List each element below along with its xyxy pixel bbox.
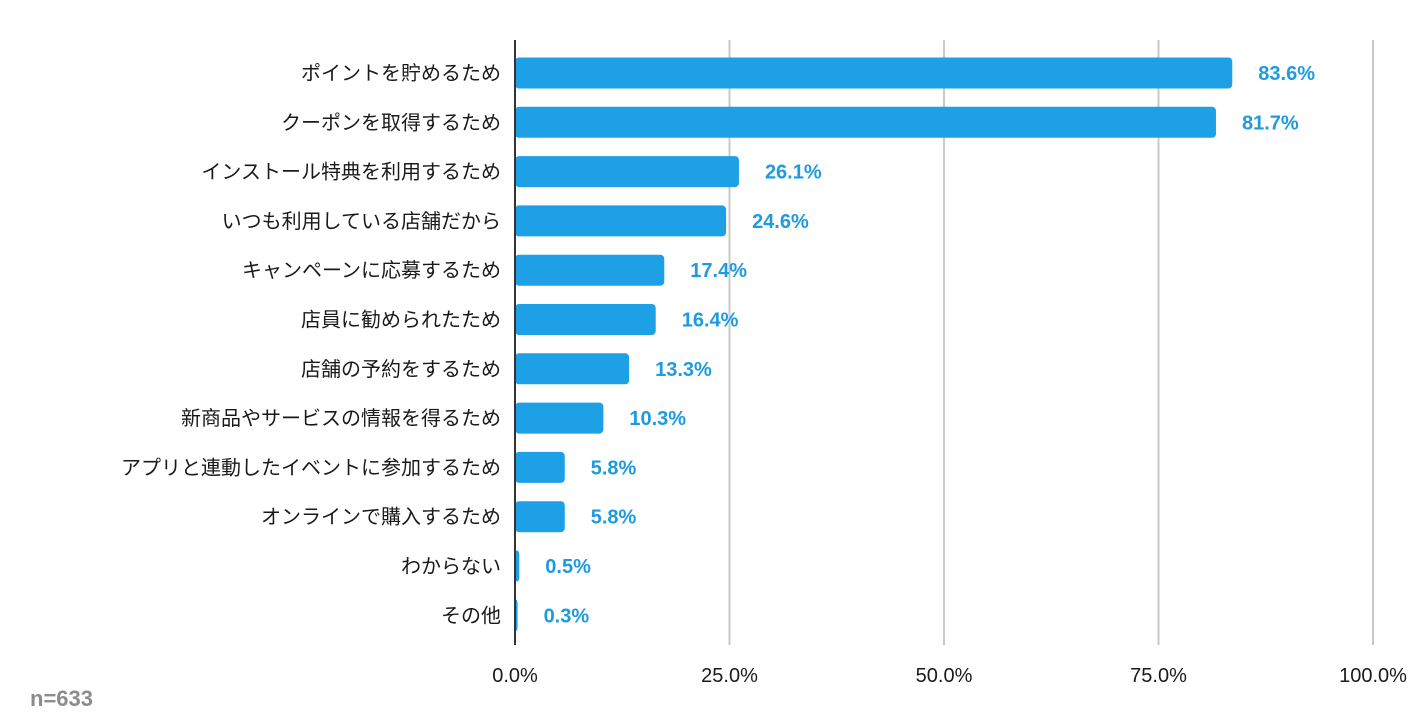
value-label-2: 26.1% [765,162,822,184]
category-label-5: 店員に勧められたため [301,308,501,332]
bar-4 [515,254,665,286]
value-labels: 83.6% 81.7% 26.1% 24.6% 17.4% 16.4% 13.3% 10.3%… [544,63,1316,627]
value-label-5: 16.4% [682,310,739,332]
value-label-9: 5.8% [591,507,637,529]
sample-size-note: n=633 [30,686,93,711]
value-label-6: 13.3% [655,359,712,381]
bar-3 [515,205,727,237]
category-label-3: いつも利用している店舗だから [222,209,501,233]
category-label-8: アプリと連動したイベントに参加するため [121,455,501,479]
category-labels: ポイントを貯めるためクーポンを取得するためインストール特典を利用するためいつも利… [121,61,501,627]
value-label-4: 17.4% [690,260,747,282]
value-label-0: 83.6% [1258,63,1315,85]
bar-10 [515,550,520,582]
bar-0 [515,57,1233,89]
x-axis-tick-labels: 0.0% 25.0% 50.0% 75.0% 100.0% [492,665,1407,687]
bar-layer [515,57,1233,631]
value-label-3: 24.6% [752,211,809,233]
grid-layer [728,40,1374,645]
value-label-1: 81.7% [1242,112,1299,134]
bar-5 [515,304,656,335]
x-tick-label-3: 75.0% [1130,665,1187,687]
x-tick-label-0: 0.0% [492,665,538,687]
category-label-10: わからない [401,554,501,578]
bar-9 [515,501,565,533]
x-tick-label-4: 100.0% [1339,665,1407,687]
category-label-2: インストール特典を利用するため [201,160,501,184]
bar-7 [515,402,604,434]
bar-8 [515,451,565,483]
category-label-6: 店舗の予約をするため [301,357,501,381]
x-tick-label-2: 50.0% [916,665,973,687]
value-label-7: 10.3% [629,408,686,430]
category-label-0: ポイントを貯めるため [301,61,501,85]
category-label-11: その他 [441,603,501,627]
value-label-10: 0.5% [545,556,591,578]
bar-1 [515,106,1216,138]
category-label-7: 新商品やサービスの情報を得るため [181,406,501,430]
category-label-4: キャンペーンに応募するため [242,258,501,282]
category-label-9: オンラインで購入するため [261,505,501,529]
bar-6 [515,353,630,385]
bar-2 [515,156,739,188]
category-label-1: クーポンを取得するため [281,110,501,134]
x-tick-label-1: 25.0% [701,665,758,687]
value-label-11: 0.3% [544,605,590,627]
value-label-8: 5.8% [591,457,637,479]
